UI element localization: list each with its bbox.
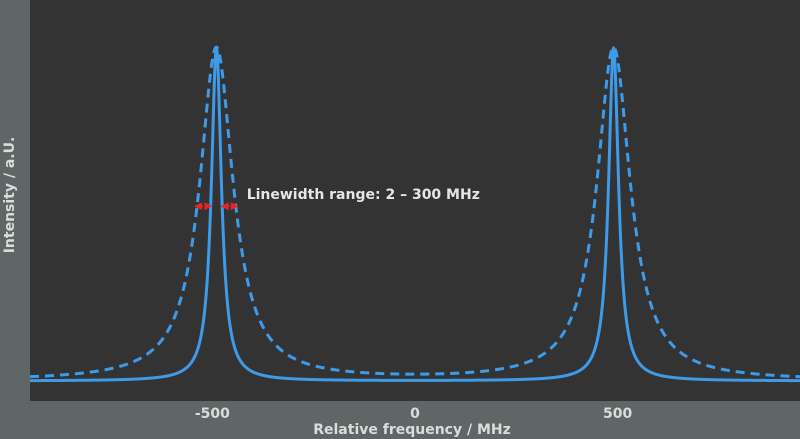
y-axis-label: Intensity / a.U.	[2, 137, 18, 254]
series-line-dashed	[28, 45, 800, 379]
series-line-solid	[28, 46, 800, 383]
x-tick-label: 0	[410, 406, 420, 422]
x-tick-label: 500	[603, 406, 632, 422]
series-layer	[28, 45, 800, 383]
x-tick-label: -500	[195, 406, 230, 422]
linewidth-annotation: Linewidth range: 2 – 300 MHz	[247, 187, 480, 203]
plot-area	[30, 0, 800, 401]
annotation-layer: Linewidth range: 2 – 300 MHz	[194, 187, 480, 211]
x-tick-labels: -500 0 500	[195, 406, 633, 422]
x-axis-label: Relative frequency / MHz	[313, 422, 511, 438]
